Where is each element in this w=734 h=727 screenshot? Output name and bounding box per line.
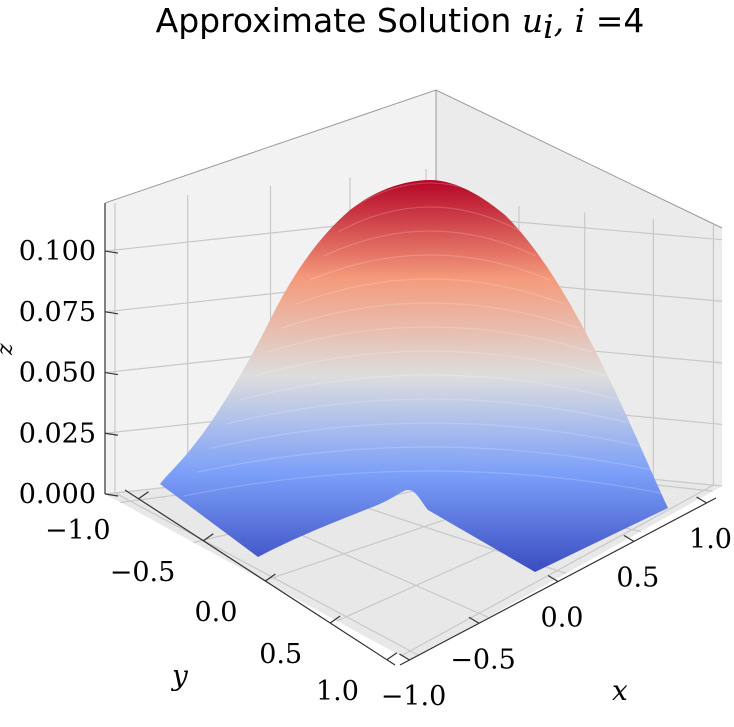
y-tick-mark — [202, 533, 214, 542]
x-tick-label: −1.0 — [381, 681, 447, 712]
z-tick-mark — [104, 371, 119, 376]
z-tick-label: 0.000 — [19, 479, 96, 510]
x-tick-mark — [468, 616, 480, 624]
z-tick-mark — [104, 432, 119, 436]
z-tick-label: 0.075 — [19, 297, 96, 328]
y-tick-label: 0.5 — [259, 639, 302, 670]
x-tick-mark — [696, 496, 707, 504]
z-tick-mark — [104, 493, 119, 497]
surface-body — [160, 180, 668, 572]
x-tick-mark — [399, 653, 410, 661]
x-axis-label: x — [612, 674, 628, 707]
chart-title: Approximate Solution ui, i =4 — [156, 1, 645, 46]
x-axis-ticks: −1.0−0.5 0.0 0.5 1.0 — [381, 496, 732, 712]
x-tick-label: −0.5 — [450, 644, 516, 675]
y-tick-label: 1.0 — [316, 676, 359, 707]
z-tick-label: 0.100 — [19, 236, 96, 267]
z-axis-label: z — [0, 343, 18, 356]
surface — [160, 180, 677, 572]
y-tick-label: −0.5 — [110, 557, 176, 588]
y-axis-label: y — [170, 659, 189, 692]
z-tick-mark — [104, 250, 119, 254]
x-tick-label: 0.5 — [616, 562, 659, 593]
z-tick-label: 0.025 — [19, 418, 96, 449]
x-tick-mark — [547, 574, 559, 583]
y-tick-label: −1.0 — [45, 515, 111, 546]
z-tick-label: 0.050 — [19, 358, 96, 389]
y-tick-mark — [138, 491, 149, 500]
y-tick-label: 0.0 — [194, 597, 237, 628]
y-tick-mark — [265, 573, 276, 582]
y-tick-mark — [329, 615, 341, 624]
x-tick-label: 0.0 — [541, 603, 584, 634]
y-tick-mark — [386, 652, 398, 661]
y-axis-ticks: −1.0 −0.5 0.0 0.5 1.0 — [45, 491, 398, 707]
z-tick-mark — [104, 311, 119, 315]
surface-bands — [183, 182, 677, 497]
x-tick-mark — [623, 534, 635, 542]
z-axis-ticks: 0.000 0.025 0.050 0.075 0.100 — [19, 236, 119, 510]
x-tick-label: 1.0 — [689, 524, 732, 555]
